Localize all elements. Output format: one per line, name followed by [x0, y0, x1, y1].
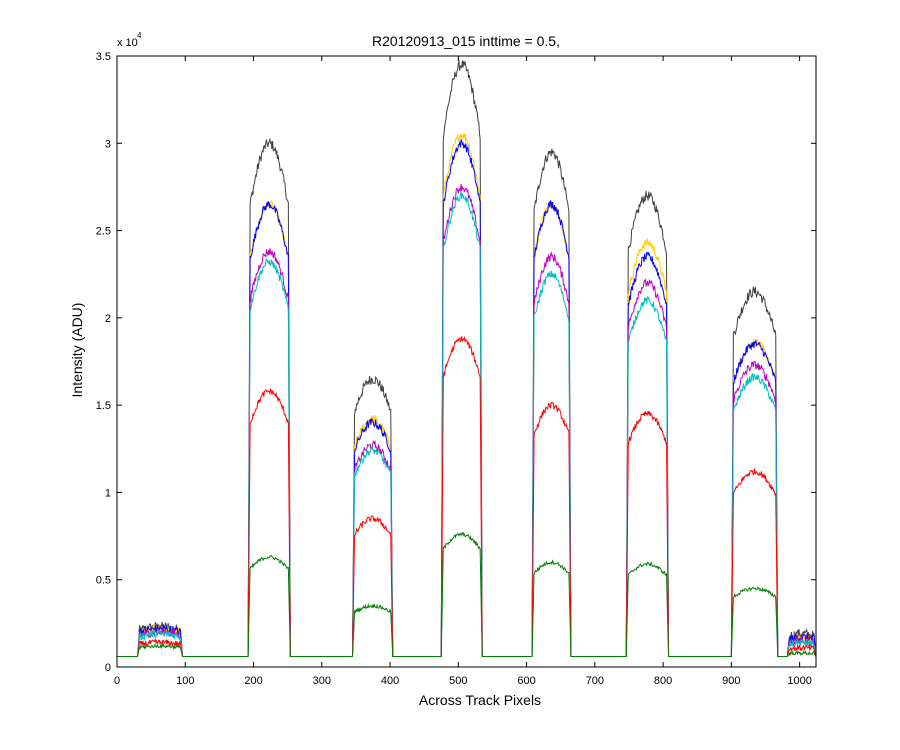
- y-tick-label: 3.5: [96, 51, 111, 63]
- y-tick-label: 1.5: [96, 400, 111, 412]
- series-layer: [117, 59, 817, 658]
- x-axis-ticks: 0 100 200 300 400 500 600 700 800 900 1000: [114, 56, 812, 687]
- y-axis-label: Intensity (ADU): [69, 303, 85, 398]
- x-tick-label: 300: [313, 675, 331, 687]
- y-tick-label: 0.5: [96, 575, 111, 587]
- x-axis-label: Across Track Pixels: [419, 692, 541, 708]
- x-tick-label: 900: [722, 675, 740, 687]
- x-tick-label: 700: [586, 675, 604, 687]
- y-tick-label: 3: [105, 138, 111, 150]
- x-tick-label: 800: [654, 675, 672, 687]
- y-tick-label: 2: [105, 313, 111, 325]
- y-axis-multiplier: x 10: [117, 37, 138, 49]
- x-tick-label: 500: [449, 675, 467, 687]
- plot-frame: [116, 55, 817, 668]
- y-tick-label: 2.5: [96, 226, 111, 238]
- y-axis-ticks: 0 0.5 1 1.5 2 2.5 3 3.5: [96, 51, 816, 674]
- y-axis-multiplier-exponent: 4: [137, 31, 142, 40]
- x-tick-label: 0: [114, 675, 120, 687]
- y-tick-label: 1: [105, 487, 111, 499]
- y-tick-label: 0: [105, 662, 111, 674]
- series-line-7: [117, 531, 817, 658]
- x-tick-label: 400: [381, 675, 399, 687]
- x-tick-label: 100: [176, 675, 194, 687]
- x-tick-label: 1000: [787, 675, 811, 687]
- plot-area: [117, 56, 816, 667]
- x-tick-label: 200: [244, 675, 262, 687]
- x-tick-label: 600: [517, 675, 535, 687]
- chart-title: R20120913_015 inttime = 0.5,: [372, 33, 560, 49]
